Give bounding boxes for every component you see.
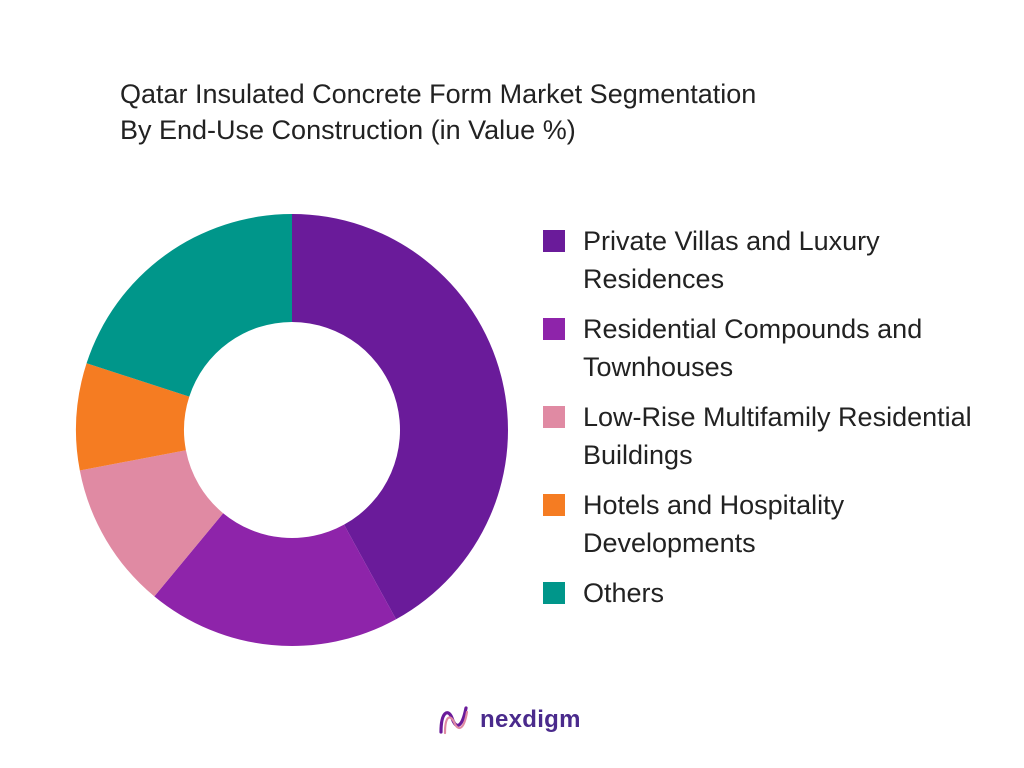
legend-label: Hotels and Hospitality Developments	[583, 490, 845, 558]
donut-chart	[76, 214, 509, 646]
chart-title-line-1: Qatar Insulated Concrete Form Market Seg…	[120, 79, 757, 109]
legend-swatch	[543, 494, 565, 516]
chart-title-line-2: By End-Use Construction (in Value %)	[120, 115, 576, 145]
legend-swatch	[543, 406, 565, 428]
legend-label: Residential Compounds and Townhouses	[583, 314, 923, 382]
legend-item-private-villas: Private Villas and Luxury Residences	[543, 222, 1013, 298]
legend-swatch	[543, 318, 565, 340]
legend-item-hotels-hospitality: Hotels and Hospitality Developments	[543, 486, 1013, 562]
donut-slice-others	[86, 214, 292, 397]
legend-item-residential-compounds: Residential Compounds and Townhouses	[543, 310, 1013, 386]
donut-slice-hotels-hospitality	[76, 363, 190, 471]
logo-text: nexdigm	[480, 706, 581, 733]
donut-slice-low-rise-multifamily	[79, 450, 224, 597]
legend-item-low-rise-multifamily: Low-Rise Multifamily Residential Buildin…	[543, 398, 1013, 474]
legend-item-others: Others	[543, 574, 1013, 612]
legend-label: Others	[583, 578, 665, 608]
legend: Private Villas and Luxury Residences Res…	[543, 222, 1013, 624]
chart-title: Qatar Insulated Concrete Form Market Seg…	[120, 76, 940, 148]
nexdigm-logo-icon	[439, 706, 469, 735]
legend-label: Low-Rise Multifamily Residential Buildin…	[583, 402, 972, 470]
brand-logo: nexdigm	[436, 702, 581, 738]
legend-label: Private Villas and Luxury Residences	[583, 226, 880, 294]
donut-slice-private-villas	[292, 214, 509, 620]
legend-swatch	[543, 230, 565, 252]
legend-swatch	[543, 582, 565, 604]
donut-slice-residential-compounds	[154, 513, 397, 646]
